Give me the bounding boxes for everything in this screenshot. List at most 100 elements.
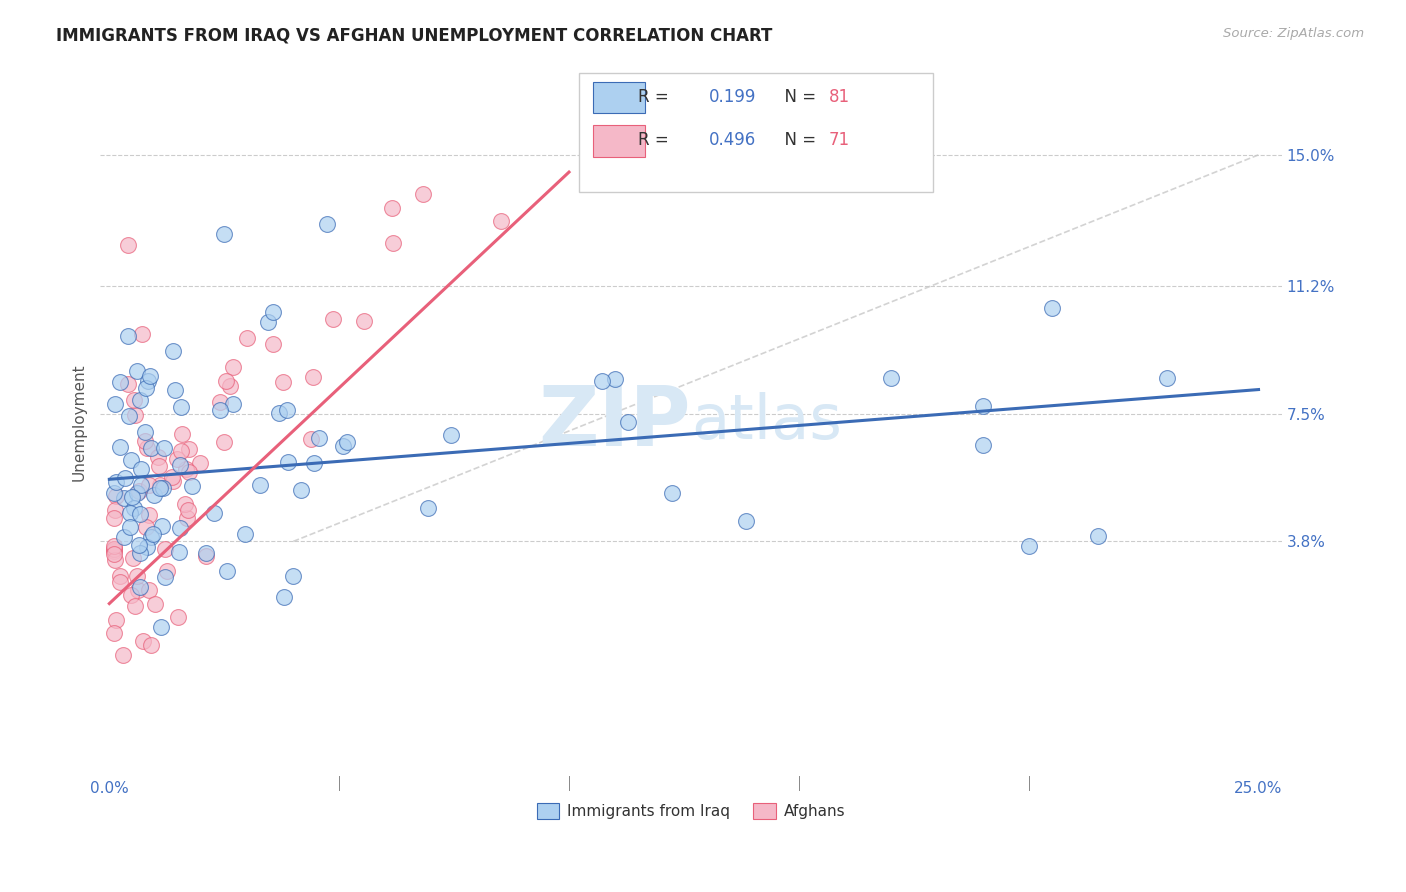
Point [125,569,148,583]
Point [112,491,135,505]
Point [208,395,231,409]
Point [382,235,405,250]
Point [149,481,172,495]
Point [129,546,152,560]
Point [591,374,613,388]
Point [124,408,146,422]
Point [353,314,375,328]
Point [103,511,125,525]
Point [162,343,184,358]
Point [112,530,135,544]
Point [616,165,638,179]
Point [153,541,176,556]
Point [122,393,145,408]
Point [222,360,245,375]
Point [105,475,128,489]
Point [316,217,339,231]
Point [972,399,994,413]
Point [440,428,463,442]
Point [222,397,245,411]
Point [146,450,169,465]
Point [177,465,200,479]
Point [603,372,626,386]
Point [141,530,163,544]
Point [212,435,235,450]
Point [136,441,159,455]
Point [1018,539,1040,553]
Point [236,331,259,345]
Text: 71: 71 [830,131,851,149]
Point [135,520,157,534]
Point [121,551,143,566]
Point [129,508,152,522]
Point [169,444,191,458]
Point [1040,301,1063,315]
Point [129,478,152,492]
Point [129,461,152,475]
Point [156,564,179,578]
Point [136,374,159,388]
Point [127,582,149,597]
Point [735,514,758,528]
Point [412,186,434,201]
Point [249,478,271,492]
Point [257,316,280,330]
Point [150,519,173,533]
Point [308,431,330,445]
Point [125,486,148,500]
Point [120,520,142,534]
Point [103,486,125,500]
Point [104,502,127,516]
Point [124,599,146,613]
Point [215,374,238,388]
Point [128,539,150,553]
Point [150,620,173,634]
Point [143,597,166,611]
Point [139,638,162,652]
Point [165,384,187,398]
Point [160,470,183,484]
Point [177,442,200,457]
Point [108,575,131,590]
Point [148,459,170,474]
Point [117,409,139,424]
Point [103,542,125,557]
Point [880,371,903,385]
Point [169,458,191,472]
Point [103,539,125,553]
Text: 81: 81 [830,87,851,105]
Point [121,491,143,505]
FancyBboxPatch shape [593,126,645,157]
Legend: Immigrants from Iraq, Afghans: Immigrants from Iraq, Afghans [530,797,851,825]
Point [162,474,184,488]
Point [135,540,157,554]
Point [170,426,193,441]
Point [120,453,142,467]
Y-axis label: Unemployment: Unemployment [72,364,86,481]
Point [972,438,994,452]
Point [661,485,683,500]
Point [118,506,141,520]
Point [131,327,153,342]
Point [139,369,162,384]
Text: N =: N = [773,87,821,105]
Point [132,634,155,648]
Point [127,364,149,378]
Point [134,425,156,439]
Point [194,546,217,560]
Point [616,415,638,429]
Point [103,542,125,557]
Point [188,456,211,470]
Point [135,381,157,395]
Point [114,471,136,485]
Point [166,452,188,467]
Point [177,502,200,516]
Point [153,442,176,456]
Point [169,521,191,535]
Point [336,434,359,449]
Point [108,376,131,390]
Text: 0.199: 0.199 [709,87,756,105]
Point [170,401,193,415]
Point [117,328,139,343]
Text: R =: R = [638,131,673,149]
